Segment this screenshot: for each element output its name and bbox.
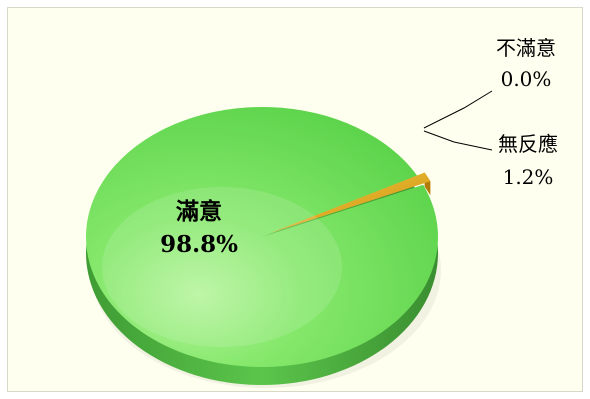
leader-line-dissatisfied <box>423 90 493 129</box>
label-dissatisfied-value: 0.0% <box>501 67 552 91</box>
leader-line-no-response <box>423 130 493 151</box>
pie-slice-dissatisfied <box>262 175 418 237</box>
label-no-response-name: 無反應 <box>498 132 558 156</box>
pie-highlight <box>102 187 342 347</box>
pie-slices <box>86 107 439 368</box>
label-satisfied-name: 滿意 <box>176 198 222 225</box>
label-satisfied-value: 98.8% <box>160 231 238 258</box>
label-no-response-value: 1.2% <box>503 165 554 189</box>
pie-slice-satisfied <box>86 107 439 368</box>
label-dissatisfied-name: 不滿意 <box>496 36 556 60</box>
pie-slice-no-response <box>269 172 431 234</box>
